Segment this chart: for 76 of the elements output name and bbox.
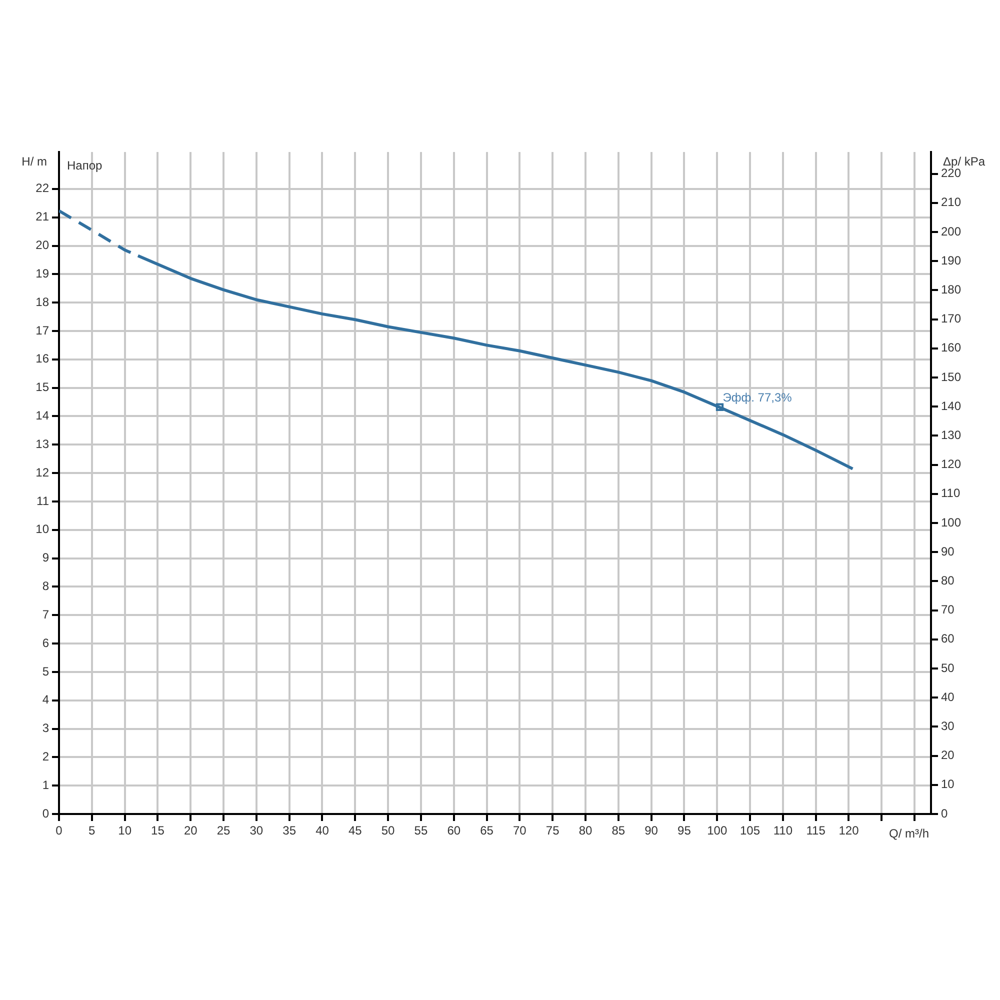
y-tick-label: 18 xyxy=(36,294,50,309)
y2-tick-label: 10 xyxy=(941,777,955,792)
x-axis-title: Q/ m³/h xyxy=(888,826,929,840)
y-tick-label: 11 xyxy=(36,494,50,508)
y2-tick-label: 30 xyxy=(941,719,955,734)
y2-tick-label: 170 xyxy=(941,312,962,326)
y-tick-label: 5 xyxy=(42,664,50,678)
y2-tick-label: 80 xyxy=(941,574,955,588)
y2-tick-label: 120 xyxy=(941,457,962,472)
y-tick-label: 8 xyxy=(42,579,50,594)
y2-tick-label: 20 xyxy=(941,748,955,762)
x-tick-label: 115 xyxy=(806,824,826,838)
y2-tick-label: 140 xyxy=(941,398,962,413)
y2-tick-label: 90 xyxy=(941,544,955,558)
y2-tick-label: 160 xyxy=(941,340,962,355)
x-tick-label: 25 xyxy=(216,824,231,838)
y2-tick-label: 0 xyxy=(941,806,948,820)
y-tick-label: 12 xyxy=(36,465,50,480)
y-tick-label: 17 xyxy=(36,323,50,338)
x-tick-label: 35 xyxy=(282,824,296,838)
y-tick-label: 14 xyxy=(36,408,50,423)
x-tick-label: 90 xyxy=(644,824,658,838)
y-tick-label: 22 xyxy=(36,181,50,196)
x-tick-label: 120 xyxy=(838,824,860,838)
x-tick-label: 20 xyxy=(184,824,198,838)
y2-tick-label: 150 xyxy=(941,370,962,384)
x-tick-label: 85 xyxy=(612,824,626,838)
x-tick-label: 95 xyxy=(678,824,692,838)
x-tick-label: 50 xyxy=(381,824,396,838)
x-tick-label: 45 xyxy=(348,824,362,838)
y-tick-label: 20 xyxy=(36,238,50,252)
y2-axis-title: Δp/ kPa xyxy=(943,154,986,168)
y-tick-label: 6 xyxy=(42,636,50,650)
x-tick-label: 40 xyxy=(316,824,330,838)
y-tick-label: 4 xyxy=(42,692,50,707)
x-tick-label: 70 xyxy=(513,824,527,838)
x-tick-label: 80 xyxy=(578,824,592,838)
y-tick-label: 21 xyxy=(36,210,50,224)
x-tick-label: 60 xyxy=(447,824,461,838)
y-tick-label: 7 xyxy=(42,607,50,622)
y2-tick-label: 110 xyxy=(941,486,960,500)
annotation: Эфф. 77,3% xyxy=(722,390,792,404)
x-tick-label: 100 xyxy=(707,824,728,838)
x-tick-label: 10 xyxy=(118,824,132,838)
y-tick-label: 16 xyxy=(36,352,50,366)
x-tick-label: 65 xyxy=(480,824,494,838)
x-tick-label: 30 xyxy=(250,824,264,838)
y-tick-label: 9 xyxy=(42,550,50,565)
y-tick-label: 15 xyxy=(36,380,50,394)
y2-tick-label: 60 xyxy=(941,632,955,646)
y2-tick-label: 100 xyxy=(941,515,962,530)
y2-tick-label: 50 xyxy=(941,660,955,675)
x-tick-label: 5 xyxy=(88,824,96,838)
x-tick-label: 110 xyxy=(773,824,793,838)
y2-tick-label: 200 xyxy=(941,224,962,238)
y2-tick-label: 130 xyxy=(941,428,962,442)
y-tick-label: 0 xyxy=(42,806,50,820)
y-tick-label: 19 xyxy=(36,266,50,280)
x-tick-label: 15 xyxy=(151,824,165,838)
x-tick-label: 55 xyxy=(414,824,428,838)
annotation: Напор xyxy=(67,158,103,172)
y2-tick-label: 190 xyxy=(941,253,962,268)
x-tick-label: 0 xyxy=(56,824,63,838)
y-tick-label: 3 xyxy=(42,721,50,736)
y2-tick-label: 180 xyxy=(941,282,962,297)
y-tick-label: 1 xyxy=(42,778,50,792)
y2-tick-label: 70 xyxy=(941,602,955,617)
y2-tick-label: 40 xyxy=(941,690,955,704)
y-tick-label: 2 xyxy=(42,749,50,764)
y-tick-label: 13 xyxy=(36,436,50,451)
y-tick-label: 10 xyxy=(36,522,50,536)
y2-tick-label: 220 xyxy=(941,166,962,180)
y-axis-title: H/ m xyxy=(22,154,47,168)
x-tick-label: 75 xyxy=(546,824,560,838)
y2-tick-label: 210 xyxy=(941,195,962,210)
x-tick-label: 105 xyxy=(740,824,760,838)
